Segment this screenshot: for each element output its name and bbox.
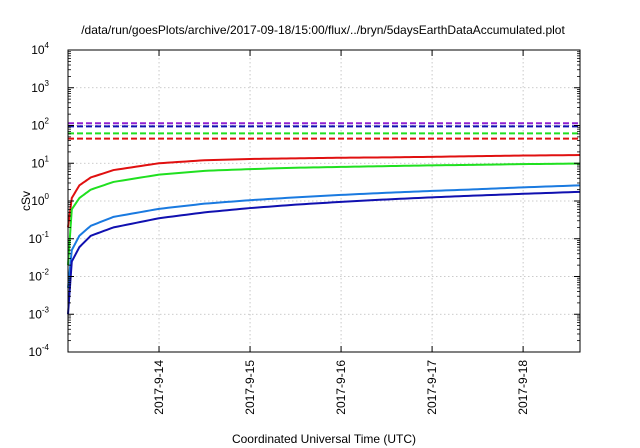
y-tick-label: 10-4 xyxy=(29,343,50,359)
series-line xyxy=(67,162,581,266)
x-tick-label: 2017-9-14 xyxy=(152,360,166,415)
y-tick-labels: 10-4 10-3 10-2 10-1 100 101 102 103 104 xyxy=(29,41,50,359)
series-layer xyxy=(67,122,581,315)
series-line xyxy=(67,184,581,288)
x-tick-label: 2017-9-16 xyxy=(334,360,348,415)
x-tick-label: 2017-9-18 xyxy=(516,360,530,415)
y-tick-label: 100 xyxy=(31,192,49,208)
y-tick-label: 10-1 xyxy=(29,230,50,246)
x-tick-labels: 2017-9-14 2017-9-15 2017-9-16 2017-9-17 2017… xyxy=(152,360,530,415)
chart-title: /data/run/goesPlots/archive/2017-09-18/1… xyxy=(81,23,565,37)
y-tick-label: 104 xyxy=(31,41,49,57)
x-axis-label: Coordinated Universal Time (UTC) xyxy=(232,432,416,446)
tick-marks xyxy=(68,49,580,353)
y-tick-label: 103 xyxy=(31,79,49,95)
series-line xyxy=(67,154,581,228)
y-axis-label: cSv xyxy=(19,191,33,211)
series-line xyxy=(67,190,581,315)
y-tick-label: 10-2 xyxy=(29,268,50,284)
y-tick-label: 101 xyxy=(31,154,49,170)
y-tick-label: 10-3 xyxy=(29,305,50,321)
grid xyxy=(68,50,580,352)
x-tick-label: 2017-9-15 xyxy=(243,360,257,415)
x-tick-label: 2017-9-17 xyxy=(425,360,439,415)
y-tick-label: 102 xyxy=(31,117,49,133)
